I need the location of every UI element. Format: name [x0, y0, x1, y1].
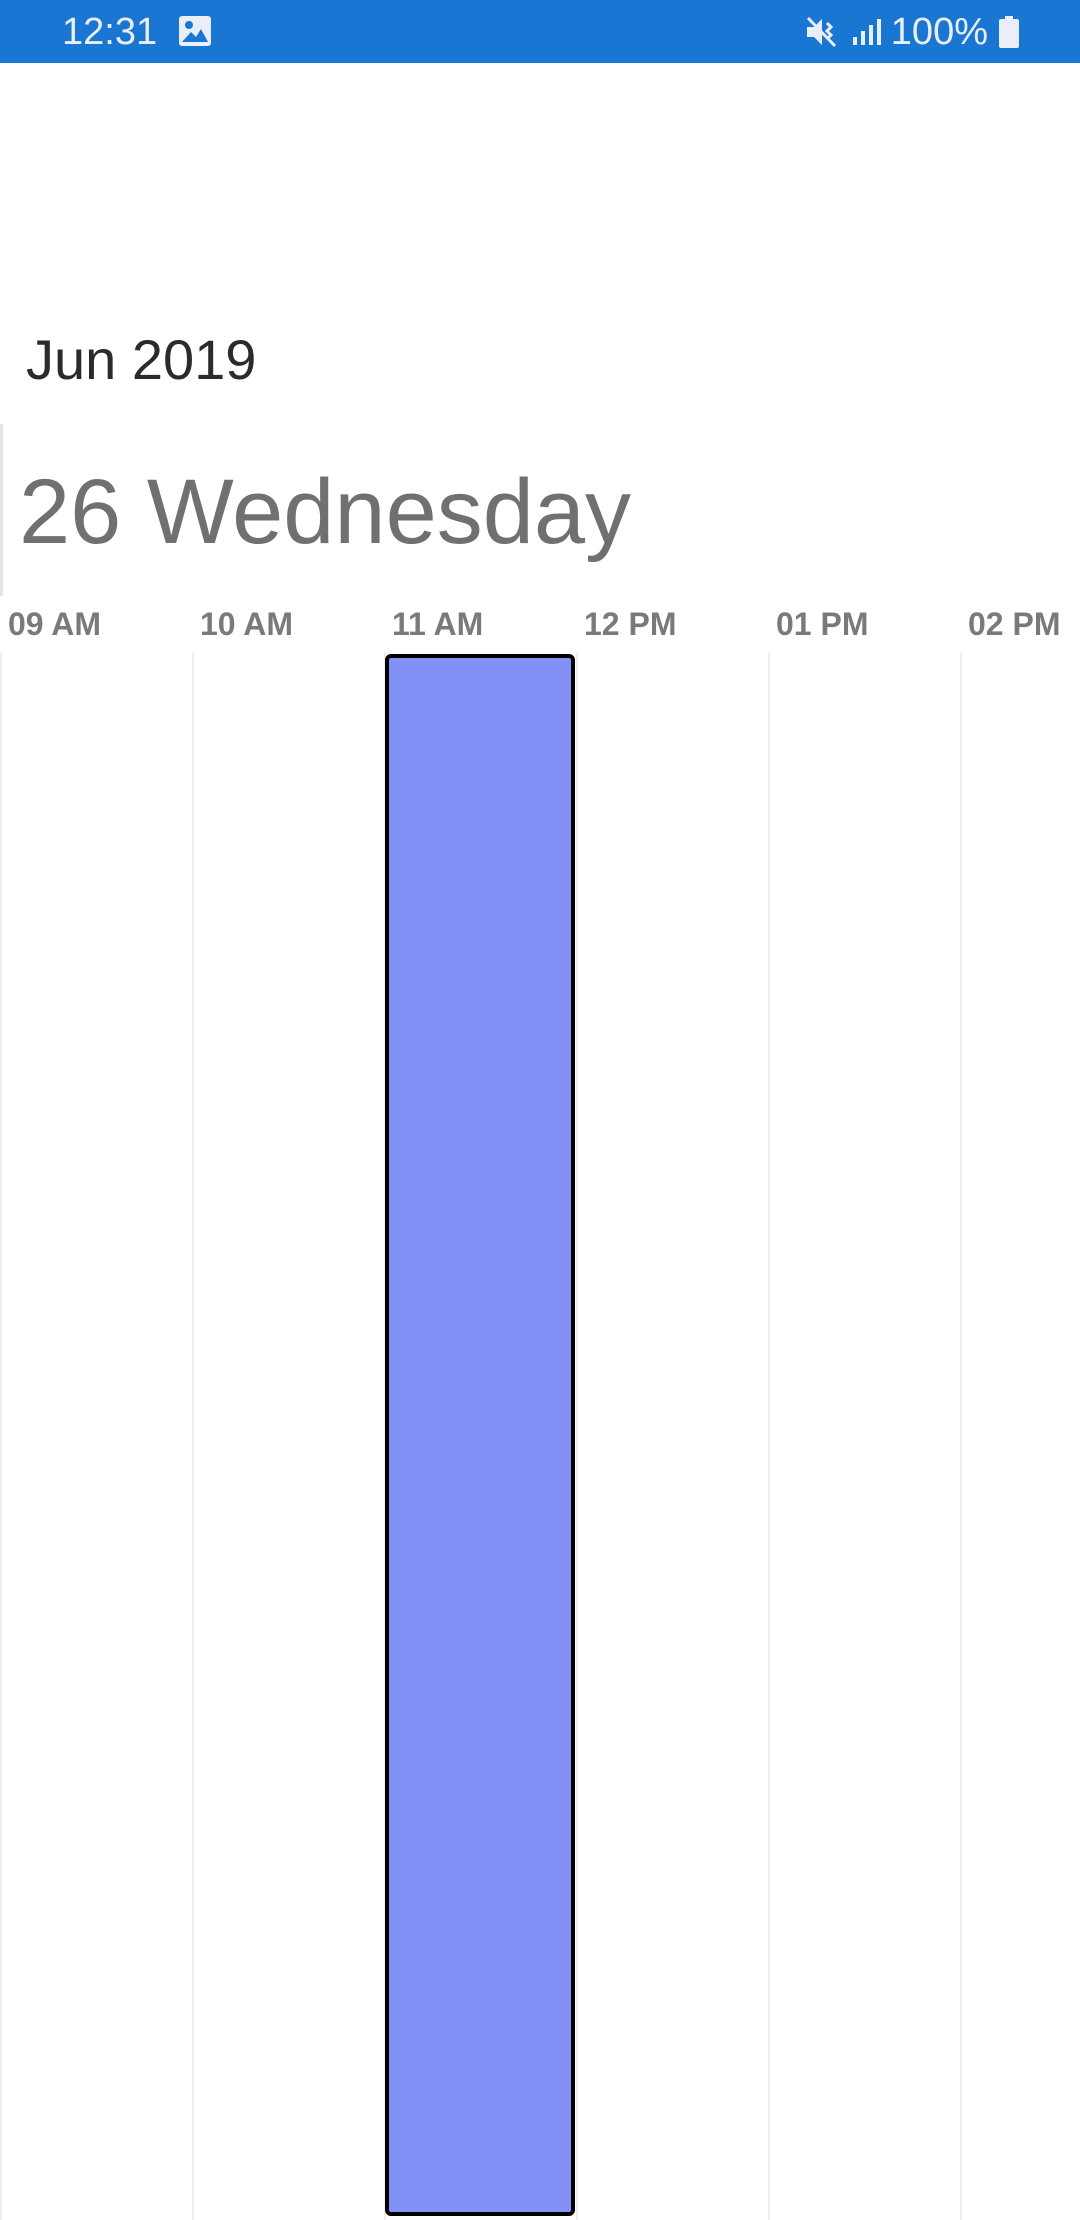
signal-icon: [851, 17, 881, 47]
time-slot-divider: [768, 652, 770, 2220]
status-bar: 12:31 100%: [0, 0, 1080, 63]
month-year-header[interactable]: Jun 2019: [26, 328, 257, 391]
time-slot-divider: [0, 652, 2, 2220]
mute-vibrate-icon: [805, 15, 841, 49]
time-axis: 09 AM 10 AM 11 AM 12 PM 01 PM 02 PM: [0, 600, 1080, 648]
day-label[interactable]: 26 Wednesday: [19, 461, 632, 563]
image-icon: [178, 15, 212, 47]
time-slot-label: 11 AM: [392, 606, 484, 642]
time-slot-label: 12 PM: [584, 606, 677, 642]
time-slot-label: 01 PM: [776, 606, 869, 642]
time-slot-divider: [960, 652, 962, 2220]
time-slot-divider: [576, 652, 578, 2220]
time-slot-label: 02 PM: [968, 606, 1061, 642]
time-slot-label: 09 AM: [8, 606, 102, 642]
status-time: 12:31: [62, 11, 158, 53]
day-header: 26 Wednesday: [0, 424, 1080, 596]
appointment-block[interactable]: [385, 654, 575, 2216]
time-slot-divider: [192, 652, 194, 2220]
battery-percent: 100%: [890, 11, 988, 53]
time-slot-label: 10 AM: [200, 606, 294, 642]
timeline-grid[interactable]: [0, 652, 1080, 2220]
status-icons: 100%: [805, 10, 1020, 54]
battery-icon: [998, 15, 1020, 49]
